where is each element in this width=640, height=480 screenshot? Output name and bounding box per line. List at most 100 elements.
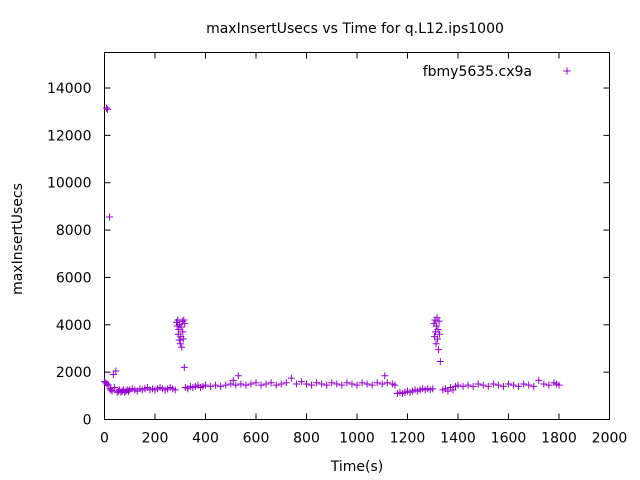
data-point (247, 380, 255, 388)
data-point (178, 343, 186, 351)
data-point (179, 335, 187, 343)
data-point (106, 213, 114, 221)
data-point (499, 382, 507, 390)
x-tick-label: 200 (142, 431, 169, 447)
data-point (180, 316, 188, 324)
data-point (252, 379, 260, 387)
data-point (227, 380, 235, 388)
data-point (434, 335, 442, 343)
x-tick-label: 2000 (592, 431, 628, 447)
y-axis: 0 2000 4000 6000 8000 10000 12000 14000 (47, 81, 610, 429)
data-point (222, 381, 230, 389)
data-point (433, 314, 441, 322)
legend-label: fbmy5635.cx9a (423, 64, 532, 80)
data-point (111, 384, 119, 392)
data-point (297, 378, 305, 386)
data-point (432, 340, 440, 348)
data-point (177, 323, 185, 331)
data-point (232, 381, 240, 389)
data-point (555, 381, 563, 389)
x-tick-label: 1400 (440, 431, 476, 447)
data-point (318, 380, 326, 388)
data-point (229, 376, 237, 384)
data-point (545, 381, 553, 389)
legend: fbmy5635.cx9a (423, 64, 571, 80)
data-point (435, 346, 443, 354)
data-point (180, 363, 188, 371)
data-point (348, 380, 356, 388)
data-point (353, 381, 361, 389)
data-point (217, 382, 225, 390)
data-point (124, 387, 132, 395)
data-point (464, 381, 472, 389)
data-point (433, 322, 441, 330)
y-tick-label: 6000 (56, 270, 92, 286)
data-point (363, 380, 371, 388)
data-point (520, 380, 528, 388)
data-point (179, 328, 187, 336)
data-point (368, 381, 376, 389)
x-tick-label: 1200 (390, 431, 426, 447)
y-tick-label: 0 (83, 413, 92, 429)
data-point (378, 380, 386, 388)
data-point (429, 385, 437, 393)
data-point (287, 374, 295, 382)
chart-title: maxInsertUsecs vs Time for q.L12.ips1000 (206, 21, 504, 37)
y-axis-label: maxInsertUsecs (10, 183, 26, 295)
x-tick-label: 800 (293, 431, 320, 447)
legend-marker-symbol (563, 67, 571, 75)
data-point (104, 105, 112, 113)
x-tick-label: 1600 (491, 431, 527, 447)
x-tick-label: 0 (100, 431, 109, 447)
data-point (207, 382, 215, 390)
data-point (469, 382, 477, 390)
y-tick-label: 8000 (56, 223, 92, 239)
x-axis: 0 200 400 600 800 1000 1200 1400 1600 1800 2000 (100, 52, 628, 447)
data-point (436, 330, 444, 338)
data-point (381, 372, 389, 380)
data-point (308, 381, 316, 389)
data-point (282, 379, 290, 387)
y-tick-label: 10000 (47, 176, 92, 192)
data-point (108, 387, 116, 395)
legend-marker (563, 67, 571, 75)
data-point (459, 382, 467, 390)
data-point (242, 381, 250, 389)
data-point (112, 367, 120, 375)
data-point (323, 381, 331, 389)
data-point (540, 380, 548, 388)
data-point (212, 381, 220, 389)
data-point (383, 379, 391, 387)
data-point (449, 386, 457, 394)
data-point (515, 382, 523, 390)
data-point (436, 357, 444, 365)
data-point (343, 379, 351, 387)
data-point (505, 380, 512, 388)
data-point (202, 381, 209, 389)
data-point (333, 380, 341, 388)
data-point (474, 380, 482, 388)
data-point (338, 381, 346, 389)
data-point (107, 386, 115, 394)
data-point (292, 380, 300, 388)
data-point (444, 387, 452, 395)
data-point (479, 381, 487, 389)
data-point (358, 379, 366, 387)
x-tick-label: 600 (243, 431, 270, 447)
data-point (109, 371, 117, 379)
data-point (530, 382, 538, 390)
data-point (171, 386, 179, 394)
data-point (391, 381, 399, 389)
y-tick-label: 4000 (56, 318, 92, 334)
data-series (101, 104, 563, 397)
data-point (176, 340, 184, 348)
data-point (489, 380, 497, 388)
data-point (494, 381, 502, 389)
data-point (262, 380, 270, 388)
data-point (104, 381, 112, 389)
x-tick-label: 1800 (541, 431, 577, 447)
data-point (103, 104, 111, 112)
data-point (174, 316, 182, 324)
data-point (525, 381, 533, 389)
